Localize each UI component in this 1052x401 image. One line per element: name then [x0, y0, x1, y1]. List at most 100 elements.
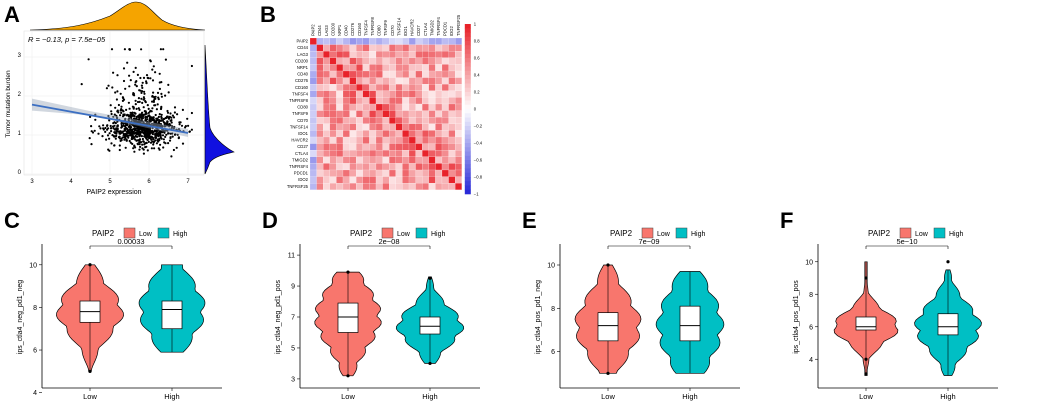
heatmap-cell	[428, 37, 436, 45]
scatter-point	[161, 125, 164, 128]
scatter-point	[121, 96, 124, 99]
heatmap-cell	[402, 51, 410, 58]
heatmap-cell	[369, 183, 377, 190]
heatmap-cell	[448, 123, 456, 131]
heatmap-cell	[336, 57, 344, 65]
y-tick-label: 10	[805, 259, 813, 266]
heatmap-cell	[395, 176, 403, 184]
scatter-point	[140, 97, 143, 100]
heatmap-cell	[422, 64, 429, 72]
y-tick-label: 8	[551, 306, 555, 313]
scatter-point	[131, 114, 134, 117]
scatter-point	[145, 82, 148, 85]
y-tick-label: 9	[291, 284, 295, 291]
heatmap-cell	[382, 84, 390, 91]
heatmap-cell	[316, 117, 324, 124]
scatter-point	[134, 112, 137, 115]
heatmap-cell	[435, 84, 443, 91]
scatter-point	[152, 123, 155, 126]
heatmap-cell	[415, 97, 423, 105]
heatmap-cell	[316, 150, 324, 157]
scatter-point	[177, 128, 181, 131]
heatmap-cell	[375, 77, 383, 85]
scatter-y-label: Tumor mutation burden	[5, 70, 12, 138]
scatter-point	[173, 111, 176, 114]
legend: PAIP2 Low High	[868, 227, 964, 239]
color-scale-tick: −0.2	[474, 124, 483, 129]
scatter-point	[135, 117, 138, 120]
heatmap-cell	[408, 163, 416, 171]
scatter-point	[145, 141, 148, 144]
scatter-point	[163, 131, 166, 134]
scatter-point	[157, 131, 161, 134]
scatter-point	[116, 128, 119, 131]
heatmap-cell	[395, 77, 403, 85]
heatmap-cell	[402, 156, 410, 164]
heatmap-cell	[395, 183, 403, 190]
scatter-point	[159, 143, 162, 146]
heatmap-cell	[415, 143, 423, 151]
heatmap-cell	[395, 150, 403, 157]
heatmap-cell	[382, 183, 390, 190]
heatmap-cell	[336, 84, 344, 91]
scatter-point	[170, 155, 173, 158]
scatter-point	[110, 130, 113, 133]
heatmap-cell	[375, 103, 383, 111]
heatmap-row-label: IDO2	[298, 177, 308, 182]
heatmap-cell	[441, 150, 449, 157]
scatter-point	[171, 114, 174, 117]
heatmap-cell	[369, 169, 377, 177]
scatter-point	[141, 116, 145, 120]
scatter-point	[143, 143, 146, 146]
heatmap-cell	[369, 51, 377, 58]
outlier-point	[88, 263, 92, 267]
scatter-point	[133, 136, 136, 139]
heatmap-cell	[395, 130, 403, 138]
heatmap-cell	[375, 90, 383, 98]
scatter-point	[132, 70, 135, 73]
heatmap-cell	[382, 44, 390, 52]
heatmap-cell	[402, 37, 410, 45]
heatmap-cell	[369, 156, 377, 164]
scatter-point	[180, 124, 184, 127]
legend-label-low: Low	[139, 231, 153, 238]
heatmap-cell	[428, 103, 436, 111]
heatmap-cell	[395, 44, 403, 52]
scatter-point	[156, 91, 160, 94]
heatmap-row-label: CD160	[295, 85, 309, 90]
scatter-point	[89, 115, 92, 118]
heatmap-cell	[336, 130, 344, 138]
scatter-point	[177, 137, 180, 140]
heatmap-cell	[336, 37, 344, 45]
heatmap-cell	[323, 183, 330, 190]
heatmap-cell	[336, 97, 344, 105]
heatmap-cell	[336, 150, 344, 157]
x-tick-label: High	[422, 392, 437, 401]
scatter-point	[140, 135, 143, 138]
heatmap-cell	[362, 136, 370, 144]
heatmap-cell	[342, 169, 350, 177]
scatter-point	[156, 138, 159, 141]
heatmap-cell	[329, 183, 337, 190]
scatter-point	[140, 91, 143, 94]
heatmap-cell	[349, 117, 357, 124]
heatmap-cell	[362, 130, 370, 138]
scatter-point	[112, 115, 115, 118]
scatter-point	[142, 76, 146, 79]
heatmap-cell	[448, 163, 456, 171]
heatmap-cell	[362, 123, 370, 131]
heatmap-cell	[309, 183, 317, 190]
heatmap-cell	[329, 136, 337, 144]
heatmap-cell	[382, 64, 390, 72]
heatmap-cell	[323, 84, 330, 91]
heatmap-cell	[428, 169, 436, 177]
scatter-point	[153, 120, 156, 124]
scatter-point	[110, 112, 113, 116]
scatter-point	[136, 139, 139, 142]
scatter-point	[148, 121, 151, 124]
scatter-point	[122, 67, 126, 70]
heatmap-cell	[395, 169, 403, 177]
scatter-point	[115, 116, 119, 119]
color-scale-segment	[464, 53, 471, 59]
scatter-point	[126, 129, 129, 132]
